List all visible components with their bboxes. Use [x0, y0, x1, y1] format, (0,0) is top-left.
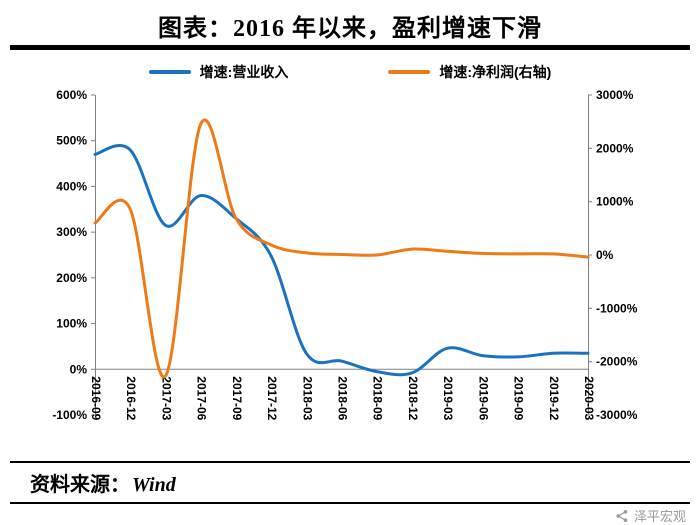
right-axis-tick-label: -2000% [596, 355, 638, 369]
left-axis-tick-label: 400% [56, 179, 87, 193]
x-axis-tick-label: 2016-09 [89, 376, 103, 420]
legend-item-netprofit-growth: 增速:净利润(右轴) [388, 62, 551, 82]
left-axis-tick-label: -100% [52, 408, 87, 422]
legend-item-revenue-growth: 增速:营业收入 [148, 62, 289, 82]
brand: 泽平宏观 [615, 506, 686, 525]
brand-name: 泽平宏观 [633, 509, 686, 524]
source-value: Wind [132, 474, 176, 496]
x-axis-tick-label: 2018-06 [336, 376, 350, 420]
legend-label-netprofit-growth: 增速:净利润(右轴) [439, 64, 552, 80]
chart-title: 图表：2016 年以来，盈利增速下滑 [158, 16, 542, 42]
right-axis-tick-label: 2000% [596, 141, 634, 155]
x-axis-tick-label: 2017-03 [159, 376, 173, 420]
source-label: 资料来源： [30, 474, 130, 496]
source-line: 资料来源： Wind [30, 468, 176, 497]
footer-divider-bottom [10, 502, 690, 504]
x-axis-tick-label: 2018-03 [300, 376, 314, 420]
legend: 增速:营业收入 增速:净利润(右轴) [0, 60, 700, 84]
x-axis-tick-label: 2018-09 [371, 376, 385, 420]
left-axis-tick-label: 0% [70, 362, 88, 376]
series-line-0 [93, 143, 590, 377]
netprofit-line-swatch [388, 70, 431, 74]
chart-svg: 600% 500% 400% 300% 200% 100% 0% -100% 3000% 2000… [52, 88, 638, 422]
x-axis-tick-label: 2019-06 [476, 376, 490, 420]
right-axis-tick-label: -1000% [596, 301, 638, 315]
title-divider [10, 45, 690, 50]
x-axis-tick-label: 2017-12 [265, 376, 279, 420]
left-axis-tick-label: 100% [56, 317, 87, 331]
x-axis-tick-label: 2020-03 [582, 376, 596, 420]
footer-divider-top [10, 461, 690, 463]
right-axis-tick-label: 0% [596, 248, 614, 262]
legend-label-revenue-growth: 增速:营业收入 [199, 64, 289, 80]
right-axis-tick-label: 3000% [596, 88, 634, 102]
x-axis-tick-label: 2017-06 [195, 376, 209, 420]
left-axis-tick-label: 200% [56, 271, 87, 285]
share-icon [616, 509, 628, 522]
right-axis-tick-label: 1000% [596, 195, 634, 209]
x-axis-tick-label: 2018-12 [406, 376, 420, 420]
x-axis-tick-label: 2019-03 [441, 376, 455, 420]
x-axis-tick-label: 2019-12 [547, 376, 561, 420]
revenue-line-swatch [148, 70, 191, 74]
left-axis-tick-label: 600% [56, 88, 87, 102]
series-line-1 [93, 118, 590, 379]
right-axis-tick-label: -3000% [596, 408, 638, 422]
left-axis-tick-label: 500% [56, 134, 87, 148]
x-axis-tick-label: 2017-09 [230, 376, 244, 420]
left-axis-tick-label: 300% [56, 225, 87, 239]
x-axis-tick-label: 2019-09 [512, 376, 526, 420]
x-axis-tick-label: 2016-12 [124, 376, 138, 420]
